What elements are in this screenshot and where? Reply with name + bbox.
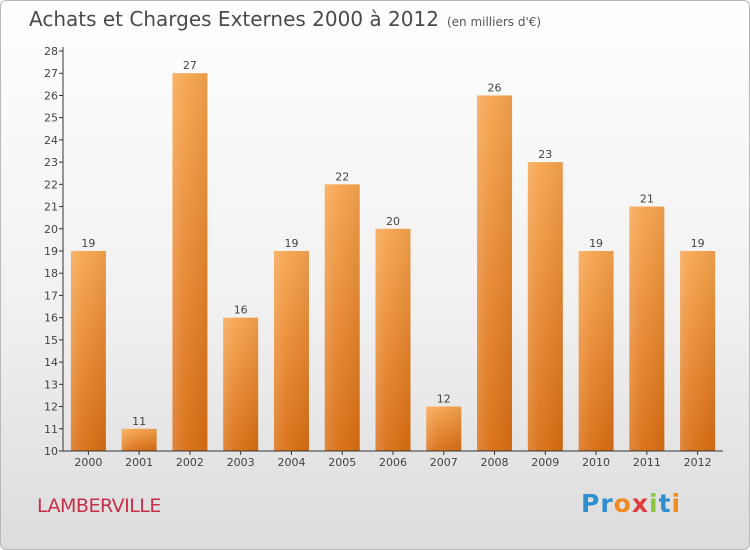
y-tick-label: 25 bbox=[44, 112, 58, 125]
bar-shine bbox=[680, 251, 716, 451]
x-tick-label: 2003 bbox=[227, 456, 255, 469]
bar-value-label: 19 bbox=[284, 237, 298, 250]
y-tick-label: 17 bbox=[44, 289, 58, 302]
x-tick-label: 2010 bbox=[582, 456, 610, 469]
logo-letter: o bbox=[613, 489, 632, 518]
y-tick-label: 19 bbox=[44, 245, 58, 258]
y-tick-label: 23 bbox=[44, 156, 58, 169]
bar-value-label: 21 bbox=[640, 193, 654, 206]
bar-value-label: 20 bbox=[386, 215, 400, 228]
chart-title-text: Achats et Charges Externes 2000 à 2012 bbox=[29, 7, 439, 31]
proxiti-logo: Proxiti bbox=[581, 489, 681, 518]
y-tick-label: 18 bbox=[44, 267, 58, 280]
y-tick-label: 12 bbox=[44, 401, 58, 414]
x-tick-label: 2012 bbox=[684, 456, 712, 469]
bar-shine bbox=[477, 95, 513, 451]
logo-letter: r bbox=[600, 489, 614, 518]
bar-value-label: 27 bbox=[183, 59, 197, 72]
y-tick-label: 27 bbox=[44, 67, 58, 80]
x-tick-label: 2007 bbox=[430, 456, 458, 469]
chart-title: Achats et Charges Externes 2000 à 2012 (e… bbox=[29, 7, 541, 31]
x-tick-label: 2004 bbox=[277, 456, 305, 469]
bar-value-label: 23 bbox=[538, 148, 552, 161]
y-tick-label: 20 bbox=[44, 223, 58, 236]
y-axis: 10 11 12 13 14 15 16 17 18 19 20 21 22 23 24 25 26 27 28 bbox=[44, 45, 64, 458]
bar-value-label: 12 bbox=[437, 393, 451, 406]
city-name: LAMBERVILLE bbox=[37, 495, 161, 517]
bar-value-label: 26 bbox=[488, 81, 502, 94]
bar-value-label: 19 bbox=[81, 237, 95, 250]
y-tick-label: 21 bbox=[44, 201, 58, 214]
bars: 19 11 27 16 19 22 20 12 26 23 19 21 19 bbox=[70, 59, 716, 452]
x-tick-label: 2006 bbox=[379, 456, 407, 469]
logo-letter: i bbox=[671, 489, 682, 518]
bar-shine bbox=[273, 251, 309, 451]
x-tick-label: 2005 bbox=[328, 456, 356, 469]
bar-shine bbox=[426, 406, 462, 451]
x-tick-label: 2011 bbox=[633, 456, 661, 469]
logo-letter: t bbox=[658, 489, 672, 518]
bar-value-label: 19 bbox=[589, 237, 603, 250]
x-tick-label: 2002 bbox=[176, 456, 204, 469]
logo-letter: P bbox=[581, 489, 601, 518]
y-tick-label: 16 bbox=[44, 312, 58, 325]
bar-shine bbox=[375, 228, 411, 451]
bar-shine bbox=[121, 428, 157, 451]
bar-shine bbox=[578, 251, 614, 451]
bar-value-label: 11 bbox=[132, 415, 146, 428]
bar-shine bbox=[70, 251, 106, 451]
bar-shine bbox=[172, 73, 208, 451]
x-axis: 2000 2001 2002 2003 2004 2005 2006 2007 2008 2009… bbox=[63, 450, 723, 469]
y-tick-label: 11 bbox=[44, 423, 58, 436]
bar-shine bbox=[223, 317, 259, 451]
logo-letter: i bbox=[649, 489, 659, 518]
x-tick-label: 2001 bbox=[125, 456, 153, 469]
y-tick-label: 26 bbox=[44, 89, 58, 102]
x-tick-label: 2000 bbox=[74, 456, 102, 469]
bar-shine bbox=[629, 206, 665, 451]
bar-shine bbox=[527, 162, 563, 451]
y-tick-label: 28 bbox=[44, 45, 58, 58]
bar-value-label: 16 bbox=[234, 304, 248, 317]
x-tick-label: 2009 bbox=[531, 456, 559, 469]
y-tick-label: 10 bbox=[44, 445, 58, 458]
bar-value-label: 22 bbox=[335, 170, 349, 183]
y-tick-label: 14 bbox=[44, 356, 58, 369]
chart-unit: (en milliers d'€) bbox=[446, 15, 542, 29]
y-tick-label: 24 bbox=[44, 134, 58, 147]
logo-letter: x bbox=[631, 489, 649, 518]
bar-value-label: 19 bbox=[691, 237, 705, 250]
y-tick-label: 15 bbox=[44, 334, 58, 347]
y-tick-label: 13 bbox=[44, 378, 58, 391]
y-tick-label: 22 bbox=[44, 178, 58, 191]
bar-shine bbox=[324, 184, 360, 452]
x-tick-label: 2008 bbox=[481, 456, 509, 469]
